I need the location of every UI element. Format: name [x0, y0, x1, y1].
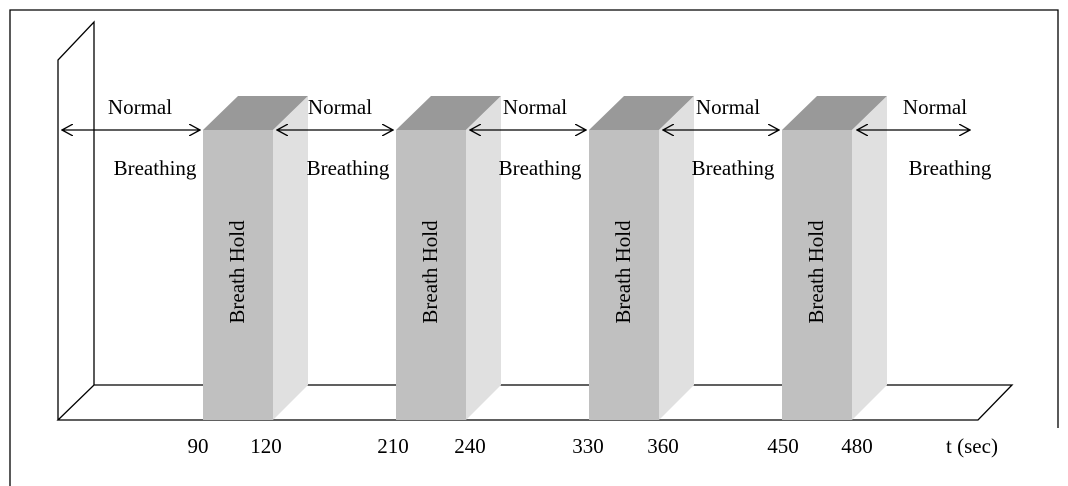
block-front	[203, 130, 273, 420]
block-side	[852, 96, 887, 420]
tick-label: 240	[454, 434, 486, 458]
block-label: Breath Hold	[611, 220, 635, 324]
segment-bottom-label: Breathing	[499, 156, 582, 180]
block-side	[273, 96, 308, 420]
breath-hold-block: Breath Hold	[203, 96, 308, 420]
segment-bottom-label: Breathing	[692, 156, 775, 180]
segment-top-label: Normal	[108, 95, 172, 119]
segment-top-label: Normal	[903, 95, 967, 119]
segment-bottom-label: Breathing	[909, 156, 992, 180]
tick-label: 120	[250, 434, 282, 458]
segment-bottom-label: Breathing	[307, 156, 390, 180]
block-front	[782, 130, 852, 420]
block-label: Breath Hold	[418, 220, 442, 324]
block-side	[466, 96, 501, 420]
back-wall	[57, 20, 95, 420]
tick-label: 90	[188, 434, 209, 458]
breath-hold-block: Breath Hold	[589, 96, 694, 420]
tick-label: 360	[647, 434, 679, 458]
segment-bottom-label: Breathing	[114, 156, 197, 180]
breath-hold-block: Breath Hold	[396, 96, 501, 420]
block-label: Breath Hold	[804, 220, 828, 324]
tick-label: 450	[767, 434, 799, 458]
breath-hold-block: Breath Hold	[782, 96, 887, 420]
segment-top-label: Normal	[308, 95, 372, 119]
segment-top-label: Normal	[503, 95, 567, 119]
floor	[56, 384, 1014, 421]
block-front	[589, 130, 659, 420]
block-front	[396, 130, 466, 420]
axis-label: t (sec)	[946, 434, 998, 458]
block-side	[659, 96, 694, 420]
tick-label: 210	[377, 434, 409, 458]
tick-label: 330	[572, 434, 604, 458]
block-label: Breath Hold	[225, 220, 249, 324]
tick-label: 480	[841, 434, 873, 458]
frame	[9, 9, 1059, 486]
segment-top-label: Normal	[696, 95, 760, 119]
